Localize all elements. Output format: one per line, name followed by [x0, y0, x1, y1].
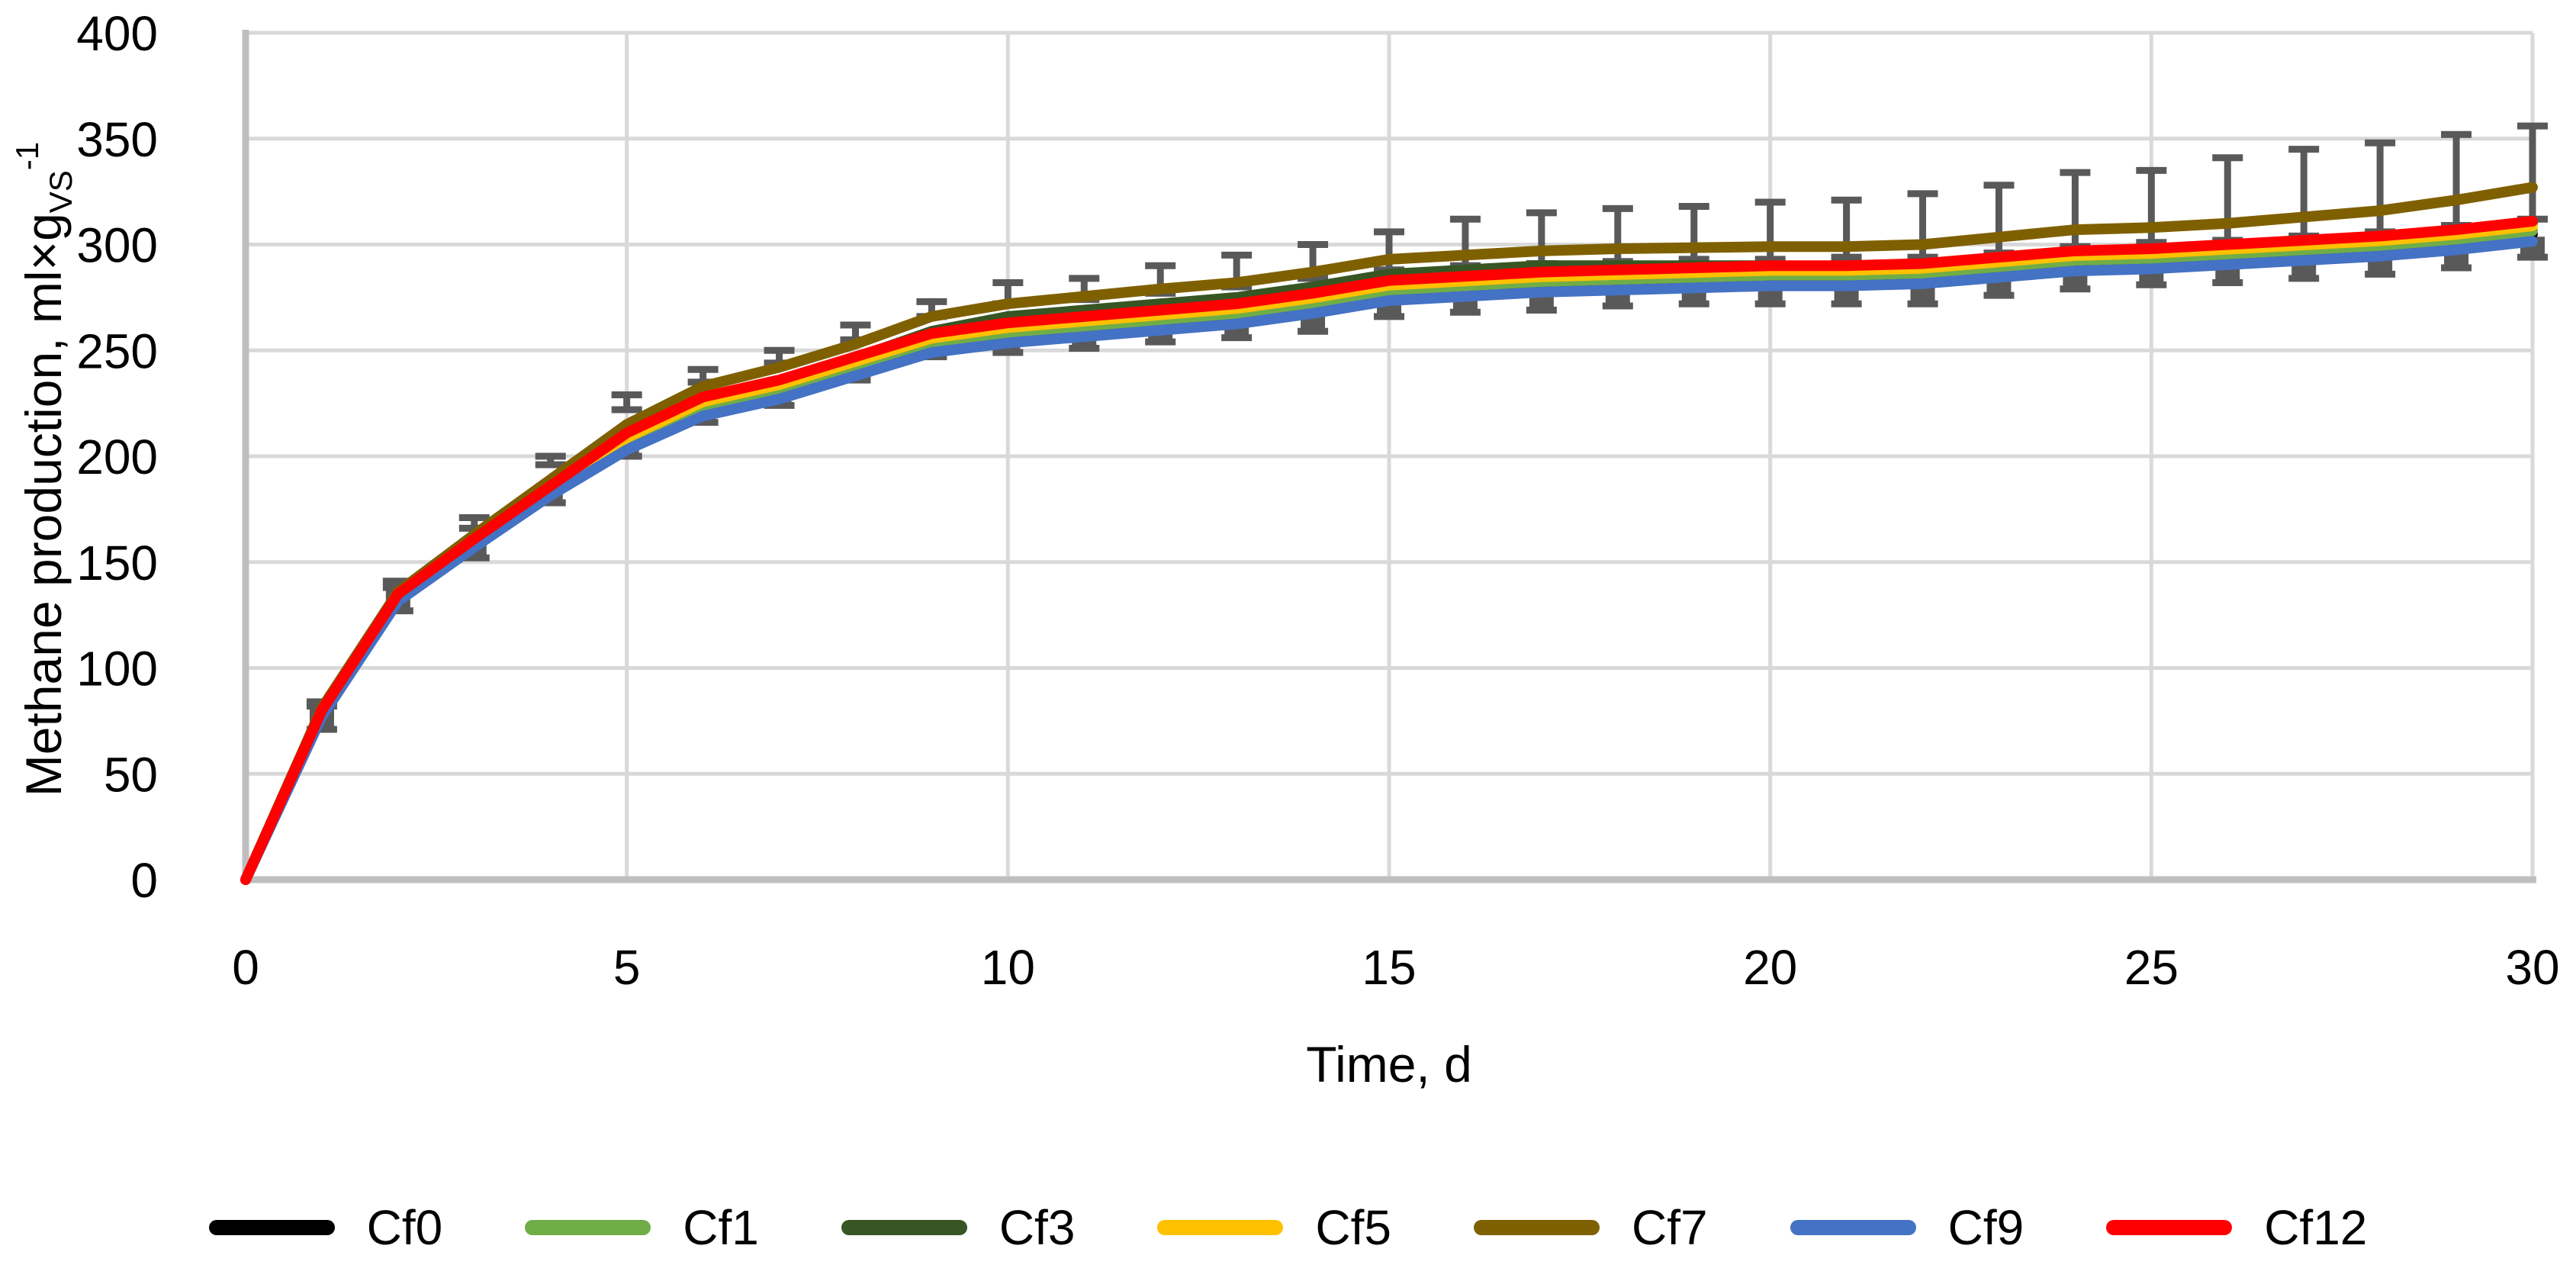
legend-label-cf1: Cf1 [683, 1199, 759, 1255]
legend-swatch-cf12 [2106, 1219, 2233, 1235]
legend-item-cf0: Cf0 [208, 1199, 443, 1255]
legend-label-cf5: Cf5 [1315, 1199, 1391, 1255]
legend-label-cf7: Cf7 [1632, 1199, 1708, 1255]
series-line-cf12 [240, 215, 2538, 885]
y-axis-title-subscript: VS [43, 170, 79, 214]
legend-label-cf9: Cf9 [1947, 1199, 2024, 1255]
error-bar [1907, 190, 1938, 307]
x-tick-label: 5 [613, 940, 641, 995]
legend-item-cf9: Cf9 [1790, 1203, 2024, 1252]
error-bar [1983, 182, 2015, 299]
legend-swatch-cf7 [1474, 1219, 1600, 1235]
legend-item-cf1: Cf1 [525, 1203, 759, 1252]
legend-item-cf12: Cf12 [2106, 1203, 2367, 1252]
x-tick-label: 10 [981, 940, 1035, 995]
legend-item-cf5: Cf5 [1157, 1203, 1391, 1252]
y-tick-label: 0 [130, 853, 158, 908]
y-axis-title-superscript: -1 [9, 141, 45, 171]
x-tick-label: 0 [232, 940, 259, 995]
series-line-cf9 [240, 236, 2538, 885]
x-tick-label: 15 [1362, 940, 1416, 995]
y-tick-label: 50 [104, 747, 158, 802]
y-tick-label: 350 [76, 112, 158, 167]
legend-item-cf3: Cf3 [841, 1199, 1076, 1255]
legend-swatch-cf0 [208, 1219, 335, 1235]
error-bar [1298, 241, 1329, 335]
legend-swatch-cf9 [1790, 1219, 1916, 1235]
legend-swatch-cf1 [525, 1219, 651, 1235]
legend-label-cf0: Cf0 [366, 1199, 443, 1255]
series-line-cf7 [240, 182, 2538, 885]
x-tick-label: 20 [1743, 940, 1797, 995]
x-axis-title: Time, d [1306, 1036, 1472, 1093]
y-tick-label: 150 [76, 536, 158, 591]
y-tick-label: 300 [76, 218, 158, 273]
legend-swatch-cf5 [1157, 1219, 1284, 1235]
y-axis-title-text: Methane production, ml×g [15, 213, 72, 797]
y-tick-label: 400 [76, 6, 158, 61]
x-tick-label: 30 [2505, 940, 2559, 995]
legend: Cf0 Cf1 Cf3 Cf5 Cf7 Cf9 Cf12 [0, 1186, 2576, 1268]
y-tick-label: 100 [76, 642, 158, 697]
y-tick-label: 200 [76, 430, 158, 484]
y-tick-label: 250 [76, 323, 158, 378]
legend-label-cf12: Cf12 [2264, 1199, 2368, 1255]
x-tick-label: 25 [2124, 940, 2179, 995]
legend-label-cf3: Cf3 [999, 1199, 1076, 1255]
legend-item-cf7: Cf7 [1474, 1203, 1708, 1252]
legend-swatch-cf3 [841, 1219, 967, 1235]
y-axis-title: Methane production, ml×gVS-1 [9, 142, 79, 797]
